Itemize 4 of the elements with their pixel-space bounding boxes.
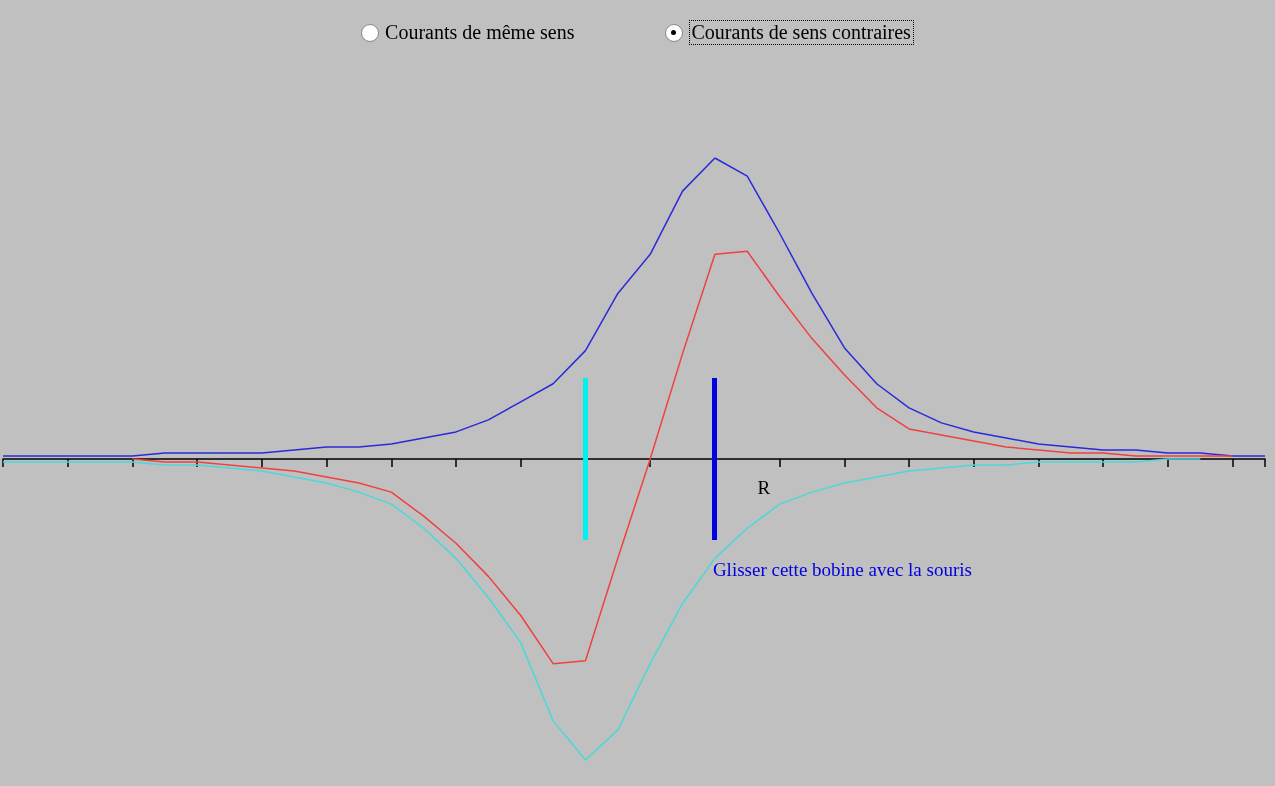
text: Courants de même sens — [385, 21, 575, 44]
text: Courants de sens contraires — [688, 20, 914, 45]
annotation: Glisser cette bobine avec la souris — [712, 559, 972, 581]
annotation: R — [757, 477, 771, 499]
